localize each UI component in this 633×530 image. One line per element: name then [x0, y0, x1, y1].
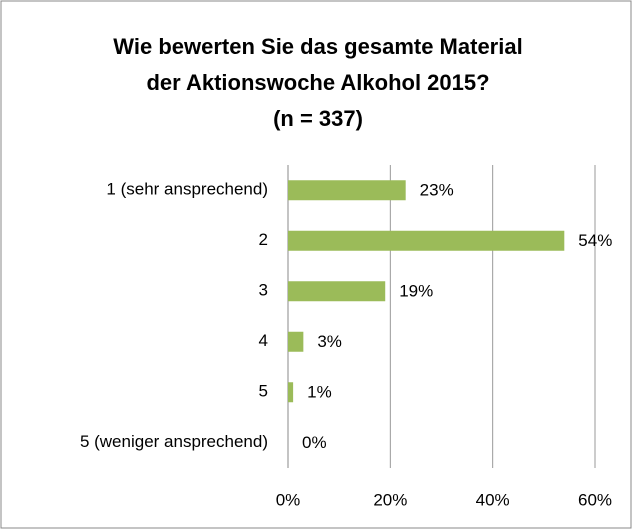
- data-label: 3%: [317, 332, 342, 351]
- x-tick-label: 0%: [276, 490, 301, 509]
- y-tick-label: 1 (sehr ansprechend): [106, 180, 268, 199]
- data-label: 54%: [578, 231, 612, 250]
- data-label: 19%: [399, 282, 433, 301]
- y-tick-label: 5 (weniger ansprechend): [80, 432, 268, 451]
- data-label: 0%: [302, 433, 327, 452]
- x-tick-label: 40%: [476, 490, 510, 509]
- y-tick-label: 2: [259, 230, 268, 249]
- chart-title: Wie bewerten Sie das gesamte Material: [113, 34, 522, 59]
- bar: [288, 382, 294, 403]
- data-label: 23%: [420, 181, 454, 200]
- bar: [288, 281, 386, 302]
- x-tick-label: 20%: [373, 490, 407, 509]
- bar: [288, 331, 304, 352]
- bar: [288, 230, 565, 251]
- chart-title: der Aktionswoche Alkohol 2015?: [146, 70, 489, 95]
- y-tick-label: 3: [259, 281, 268, 300]
- bar: [288, 180, 406, 201]
- data-label: 1%: [307, 383, 332, 402]
- y-tick-label: 5: [259, 382, 268, 401]
- x-tick-label: 60%: [578, 490, 612, 509]
- chart-title: (n = 337): [273, 106, 363, 131]
- y-tick-label: 4: [259, 331, 268, 350]
